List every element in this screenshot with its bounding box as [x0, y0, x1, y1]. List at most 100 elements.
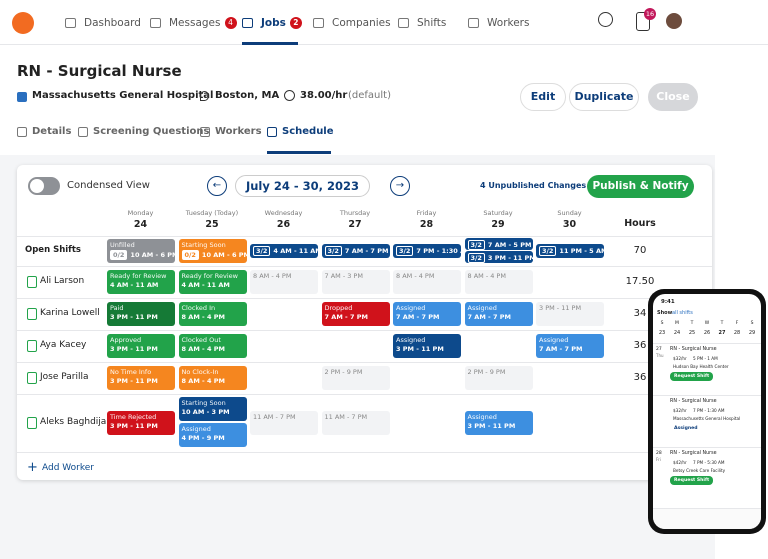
shift[interactable]: Unfilled 0/2 10 AM - 6 PM: [107, 239, 175, 263]
nav-item[interactable]: Dashboard: [65, 14, 141, 32]
phone-weekday: W: [704, 321, 710, 326]
add-worker-icon[interactable]: +: [27, 460, 38, 475]
worker-icon: [27, 308, 37, 320]
shift[interactable]: Time Rejected 3 PM - 11 PM: [107, 411, 175, 435]
tab[interactable]: Workers: [215, 126, 262, 137]
job-button[interactable]: Duplicate: [569, 83, 639, 111]
shift[interactable]: 3 PM - 11 PM: [536, 302, 604, 326]
shift-status: Clocked In: [181, 304, 216, 312]
shift-time: 10 AM - 6 PM: [201, 250, 247, 259]
phone-date: 29: [748, 330, 756, 336]
nav-item[interactable]: Shifts: [398, 14, 446, 32]
job-button[interactable]: Edit: [520, 83, 566, 111]
shift[interactable]: Clocked Out 8 AM - 4 PM: [178, 334, 247, 358]
shift-time-row: 3 PM - 11 PM: [110, 313, 172, 322]
shift[interactable]: 8 AM - 4 PM: [393, 270, 461, 294]
shift[interactable]: Assigned 3 PM - 11 PM: [464, 411, 533, 435]
date-range[interactable]: July 24 - 30, 2023: [235, 175, 370, 197]
shift[interactable]: 3/2 7 AM - 7 PM: [321, 244, 390, 258]
shift[interactable]: Assigned 7 AM - 7 PM: [536, 334, 604, 358]
day-name: Friday: [416, 209, 437, 217]
shift-time-row: 3 PM - 11 PM: [396, 345, 458, 354]
tab[interactable]: Screening Questions: [93, 126, 210, 137]
open-shifts-label: Open Shifts: [25, 245, 81, 255]
hours: 36: [633, 340, 647, 351]
phone-card-action[interactable]: Assigned: [674, 426, 698, 431]
worker-name[interactable]: Jose Parilla: [40, 372, 89, 382]
nav-item[interactable]: Messages 4: [150, 14, 237, 32]
phone-card-time: 7 PM - 1:30 AM: [693, 408, 725, 413]
hours: 36: [633, 372, 647, 383]
shift[interactable]: Approved 3 PM - 11 PM: [107, 334, 175, 358]
shift[interactable]: No Time Info 3 PM - 11 PM: [107, 366, 175, 390]
shift-time-row: 3/2 11 PM - 5 AM: [539, 246, 604, 256]
nav-icon: [468, 18, 479, 28]
shift[interactable]: 2 PM - 9 PM: [464, 366, 533, 390]
shift[interactable]: 11 AM - 7 PM: [321, 411, 390, 435]
worker-name[interactable]: Aleks Baghdijan: [40, 417, 112, 427]
phone-weekday: S: [660, 321, 664, 326]
phone-card-action[interactable]: Request Shift: [670, 372, 714, 381]
tab-icon: [17, 127, 27, 137]
shift[interactable]: Clocked In 8 AM - 4 PM: [178, 302, 247, 326]
unpublished[interactable]: 4 Unpublished Changes: [480, 181, 587, 190]
add-worker[interactable]: Add Worker: [42, 463, 94, 473]
shift-time: 7 AM - 3 PM: [324, 272, 363, 280]
search-icon[interactable]: [598, 12, 613, 27]
shift-status: Approved: [110, 336, 142, 344]
tab[interactable]: Details: [32, 126, 72, 137]
shift[interactable]: Assigned 3 PM - 11 PM: [393, 334, 461, 358]
shift-time: 7 AM - 5 PM: [487, 240, 532, 249]
shift[interactable]: Ready for Review 4 AM - 11 AM: [107, 270, 175, 294]
shift-time-row: 0/2 10 AM - 6 PM: [110, 250, 175, 260]
shift-status: Dropped: [324, 304, 353, 312]
shift[interactable]: Starting Soon 10 AM - 3 PM: [178, 397, 247, 421]
shift[interactable]: 7 AM - 3 PM: [321, 270, 390, 294]
shift[interactable]: 11 AM - 7 PM: [250, 411, 318, 435]
publish-button[interactable]: Publish & Notify: [587, 175, 694, 198]
shift[interactable]: Assigned 7 AM - 7 PM: [464, 302, 533, 326]
phone-card-rate: $32/hr: [673, 356, 687, 361]
shift[interactable]: 3/27 PM - 1:30 AM: [393, 244, 461, 258]
nav-item[interactable]: Jobs 2: [242, 14, 302, 32]
shift[interactable]: Assigned 4 PM - 9 PM: [178, 423, 247, 447]
shift-time: 7 AM - 7 PM: [324, 313, 369, 321]
shift-time: 3 PM - 11 PM: [396, 345, 444, 353]
worker-name[interactable]: Karina Lowell: [40, 308, 100, 318]
shift[interactable]: 3/2 4 AM - 11 AM: [250, 244, 318, 258]
shift-status: No Time Info: [110, 368, 152, 376]
shift[interactable]: 3/2 7 AM - 5 PM: [464, 238, 533, 250]
nav-label: Companies: [332, 17, 391, 29]
shift[interactable]: Assigned 7 AM - 7 PM: [393, 302, 461, 326]
shift-time: 8 AM - 4 PM: [181, 377, 226, 385]
shift[interactable]: 3/2 3 PM - 11 PM: [464, 251, 533, 263]
shift[interactable]: Paid 3 PM - 11 PM: [107, 302, 175, 326]
shift-status: Ready for Review: [181, 272, 238, 280]
shift[interactable]: No Clock-In 8 AM - 4 PM: [178, 366, 247, 390]
worker-name[interactable]: Aya Kacey: [40, 340, 87, 350]
worker-name[interactable]: Ali Larson: [40, 276, 85, 286]
shift[interactable]: 2 PM - 9 PM: [321, 366, 390, 390]
shift-status: Assigned: [181, 425, 211, 433]
tab-icon: [200, 127, 210, 137]
next-week[interactable]: →: [390, 176, 410, 196]
shift[interactable]: Ready for Review 4 AM - 11 AM: [178, 270, 247, 294]
notif-icon[interactable]: [636, 12, 650, 31]
shift[interactable]: 3/2 11 PM - 5 AM: [536, 244, 604, 258]
prev-week[interactable]: ←: [207, 176, 227, 196]
avatar[interactable]: [666, 13, 682, 29]
shift[interactable]: Dropped 7 AM - 7 PM: [321, 302, 390, 326]
shift[interactable]: 8 AM - 4 PM: [250, 270, 318, 294]
phone-card-action[interactable]: Request Shift: [670, 476, 714, 485]
nav-item[interactable]: Workers: [468, 14, 529, 32]
nav-item[interactable]: Companies: [313, 14, 391, 32]
nav-icon: [313, 18, 324, 28]
shift-time: 3 PM - 11 PM: [110, 345, 158, 353]
shift-time-row: 7 AM - 3 PM: [325, 272, 387, 281]
shift-time-row: 7 AM - 7 PM: [468, 313, 530, 322]
shift[interactable]: 8 AM - 4 PM: [464, 270, 533, 294]
shift-time: 10 AM - 6 PM: [130, 250, 175, 259]
shift[interactable]: Starting Soon 0/2 10 AM - 6 PM: [178, 239, 247, 263]
shift-time: 8 AM - 4 PM: [253, 272, 292, 280]
tab[interactable]: Schedule: [282, 126, 334, 137]
